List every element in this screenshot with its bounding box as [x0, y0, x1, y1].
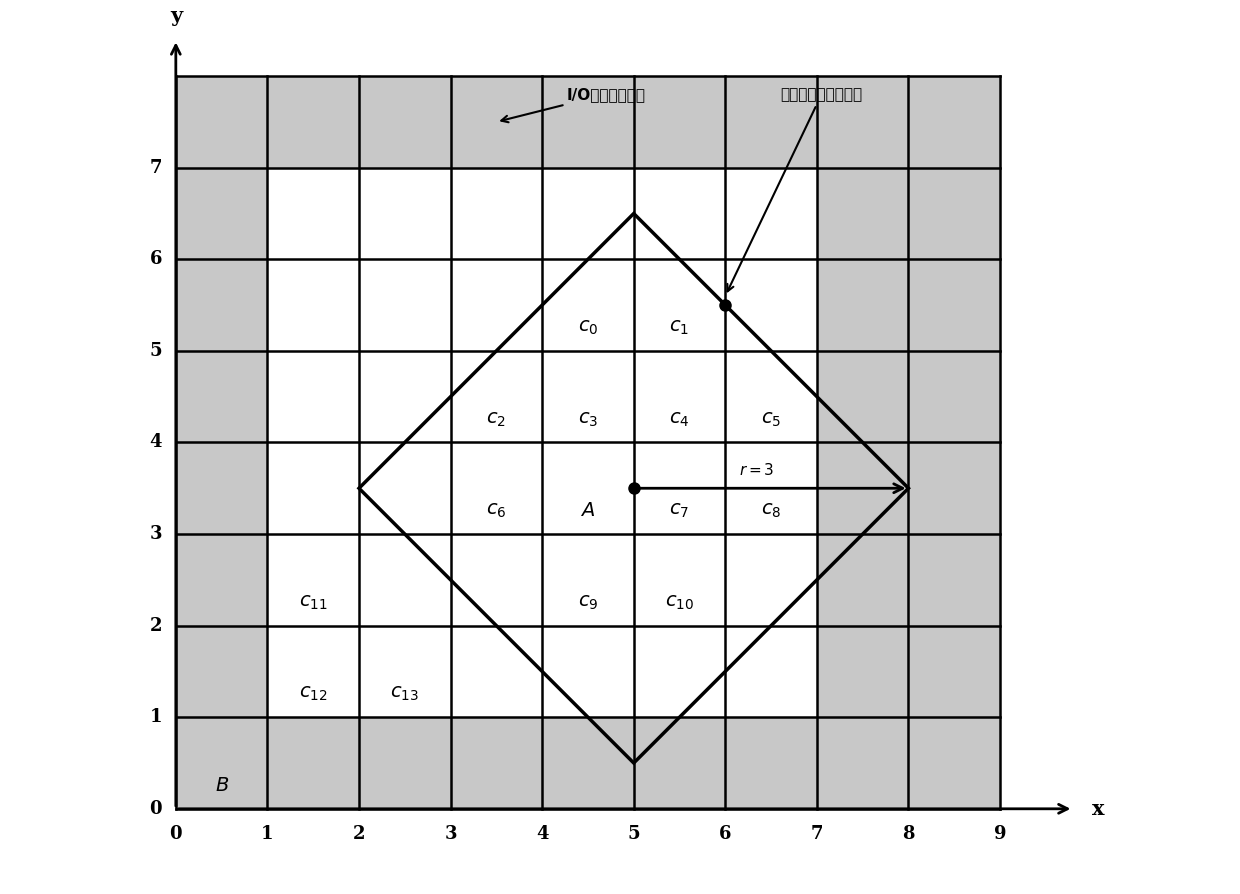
Text: $B$: $B$: [215, 777, 228, 795]
Text: 4: 4: [536, 825, 548, 843]
Text: 7: 7: [150, 159, 162, 177]
Text: $c_2$: $c_2$: [486, 410, 506, 429]
Text: $c_{10}$: $c_{10}$: [665, 594, 694, 611]
Text: $c_9$: $c_9$: [578, 594, 598, 611]
Text: 3: 3: [150, 525, 162, 543]
Text: 1: 1: [150, 708, 162, 726]
Text: $c_8$: $c_8$: [761, 502, 781, 520]
Text: $c_3$: $c_3$: [578, 410, 598, 429]
Text: 5: 5: [150, 342, 162, 360]
Text: 6: 6: [150, 250, 162, 268]
Text: 4: 4: [150, 434, 162, 451]
Text: 1: 1: [262, 825, 274, 843]
Bar: [817, 168, 1001, 717]
Text: 5: 5: [627, 825, 640, 843]
Text: $c_4$: $c_4$: [670, 410, 689, 429]
Text: 9: 9: [993, 825, 1007, 843]
Text: $c_{12}$: $c_{12}$: [299, 685, 327, 704]
Bar: [176, 168, 268, 717]
Text: $c_5$: $c_5$: [761, 410, 781, 429]
Text: $c_1$: $c_1$: [670, 319, 689, 337]
Text: 6: 6: [719, 825, 732, 843]
Text: $c_{13}$: $c_{13}$: [391, 685, 419, 704]
Text: 0: 0: [170, 825, 182, 843]
Text: $c_0$: $c_0$: [578, 319, 598, 337]
Text: 7: 7: [811, 825, 823, 843]
Text: $c_{11}$: $c_{11}$: [299, 594, 327, 611]
Text: $c_6$: $c_6$: [486, 502, 507, 520]
Text: $c_7$: $c_7$: [670, 502, 689, 520]
Text: x: x: [1091, 799, 1104, 819]
Text: 2: 2: [352, 825, 366, 843]
Text: 3: 3: [444, 825, 456, 843]
Text: $A$: $A$: [580, 502, 595, 520]
Text: I/O引脚分配区域: I/O引脚分配区域: [501, 87, 646, 122]
Text: 2: 2: [150, 617, 162, 635]
Text: y: y: [170, 5, 182, 26]
Bar: [176, 76, 1001, 168]
Text: 逻辑门单元分配区域: 逻辑门单元分配区域: [728, 87, 863, 291]
Text: 8: 8: [903, 825, 915, 843]
Text: $r=3$: $r=3$: [739, 461, 775, 477]
Text: 0: 0: [150, 800, 162, 818]
Bar: [176, 717, 1001, 809]
